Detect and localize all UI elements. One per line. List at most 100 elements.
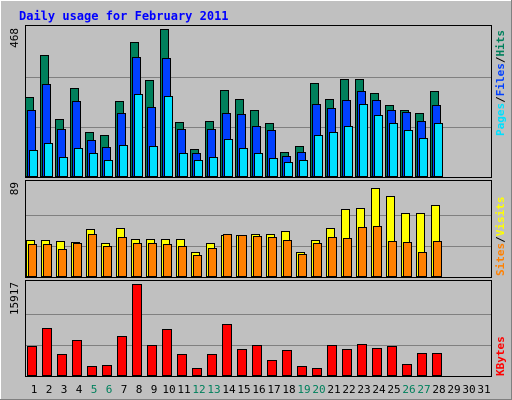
bar-sites-day-27 xyxy=(418,252,427,277)
bar-kbytes-day-7 xyxy=(117,336,127,376)
bar-kbytes-day-22 xyxy=(342,349,352,376)
x-label-day-21: 21 xyxy=(327,383,340,396)
bar-sites-day-26 xyxy=(403,242,412,277)
legend-visits: Visits xyxy=(494,197,507,237)
bar-kbytes-day-19 xyxy=(297,366,307,376)
bar-kbytes-day-12 xyxy=(192,368,202,376)
bar-sites-day-14 xyxy=(223,234,232,277)
bar-pages-day-11 xyxy=(179,153,188,177)
x-axis-labels: 1 2 3 4 5 6 7 8 9 10 11 12 13 14 15 16 17 18 19 20 21 22 23 24 2… xyxy=(31,383,491,396)
bar-kbytes-day-11 xyxy=(177,354,187,376)
bar-pages-day-13 xyxy=(209,157,218,177)
bar-sites-day-12 xyxy=(193,255,202,277)
bar-sites-day-8 xyxy=(133,243,142,277)
bar-pages-day-1 xyxy=(29,150,38,177)
bar-sites-day-6 xyxy=(103,246,112,277)
x-label-day-22: 22 xyxy=(342,383,355,396)
bar-sites-day-13 xyxy=(208,248,217,277)
visits-ymax-label: 89 xyxy=(8,182,21,195)
bar-pages-day-15 xyxy=(239,148,248,177)
bar-sites-day-2 xyxy=(43,244,52,277)
x-label-day-31: 31 xyxy=(477,383,490,396)
x-label-day-19: 19 xyxy=(297,383,310,396)
legend-pages: Pages xyxy=(494,103,507,136)
bar-kbytes-day-15 xyxy=(237,349,247,376)
x-label-day-7: 7 xyxy=(121,383,128,396)
bar-kbytes-day-20 xyxy=(312,368,322,376)
bar-pages-day-22 xyxy=(344,126,353,177)
kbytes-ymax-label: 15917 xyxy=(8,282,21,315)
x-label-day-25: 25 xyxy=(387,383,400,396)
bar-sites-day-23 xyxy=(358,227,367,277)
x-label-day-6: 6 xyxy=(106,383,113,396)
bar-pages-day-10 xyxy=(164,96,173,177)
bar-pages-day-3 xyxy=(59,157,68,177)
x-label-day-10: 10 xyxy=(162,383,175,396)
x-label-day-11: 11 xyxy=(177,383,190,396)
x-label-day-4: 4 xyxy=(76,383,83,396)
bar-kbytes-day-17 xyxy=(267,360,277,376)
bar-kbytes-day-28 xyxy=(432,353,442,376)
x-label-day-2: 2 xyxy=(46,383,53,396)
x-label-day-16: 16 xyxy=(252,383,265,396)
bar-sites-day-22 xyxy=(343,238,352,277)
bar-pages-day-24 xyxy=(374,115,383,177)
x-label-day-28: 28 xyxy=(432,383,445,396)
bar-sites-day-15 xyxy=(238,235,247,277)
bar-sites-day-19 xyxy=(298,254,307,277)
bar-kbytes-day-4 xyxy=(72,340,82,376)
bar-pages-day-18 xyxy=(284,162,293,177)
legend-sep-3: / xyxy=(494,236,507,243)
x-label-day-1: 1 xyxy=(31,383,38,396)
x-label-day-5: 5 xyxy=(91,383,98,396)
bar-pages-day-16 xyxy=(254,153,263,177)
bar-pages-day-5 xyxy=(89,153,98,177)
x-label-day-3: 3 xyxy=(61,383,68,396)
bar-sites-day-9 xyxy=(148,243,157,277)
x-label-day-15: 15 xyxy=(237,383,250,396)
x-label-day-17: 17 xyxy=(267,383,280,396)
bar-kbytes-day-23 xyxy=(357,344,367,376)
bar-pages-day-26 xyxy=(404,130,413,177)
legend-hits-files-pages: Pages/Files/Hits xyxy=(494,30,507,136)
bar-sites-day-17 xyxy=(268,237,277,277)
hits-ymax-label: 468 xyxy=(8,28,21,48)
bar-pages-day-6 xyxy=(104,160,113,177)
bar-pages-day-14 xyxy=(224,139,233,177)
bar-kbytes-day-16 xyxy=(252,345,262,376)
legend-sep-2: / xyxy=(494,56,507,63)
bar-kbytes-day-1 xyxy=(27,346,37,376)
bar-kbytes-day-18 xyxy=(282,350,292,376)
bars-layer xyxy=(25,29,443,376)
bar-pages-day-9 xyxy=(149,146,158,177)
bar-sites-day-28 xyxy=(433,241,442,277)
x-label-day-27: 27 xyxy=(417,383,430,396)
bar-pages-day-25 xyxy=(389,123,398,177)
bar-sites-day-4 xyxy=(73,243,82,277)
bar-pages-day-4 xyxy=(74,148,83,177)
legend-visits-sites: Sites/Visits xyxy=(494,197,507,277)
bar-pages-day-2 xyxy=(44,143,53,177)
legend-sites: Sites xyxy=(494,243,507,276)
bar-pages-day-19 xyxy=(299,160,308,177)
x-label-day-20: 20 xyxy=(312,383,325,396)
bar-sites-day-20 xyxy=(313,243,322,277)
bar-kbytes-day-6 xyxy=(102,365,112,376)
bar-sites-day-5 xyxy=(88,234,97,277)
bar-pages-day-17 xyxy=(269,158,278,177)
bar-sites-day-7 xyxy=(118,237,127,277)
bar-kbytes-day-2 xyxy=(42,328,52,376)
bar-sites-day-3 xyxy=(58,249,67,277)
bar-pages-day-8 xyxy=(134,94,143,177)
x-label-day-30: 30 xyxy=(462,383,475,396)
bar-kbytes-day-9 xyxy=(147,345,157,376)
x-label-day-14: 14 xyxy=(222,383,236,396)
x-label-day-24: 24 xyxy=(372,383,386,396)
bar-pages-day-12 xyxy=(194,160,203,177)
bar-sites-day-10 xyxy=(163,244,172,277)
x-label-day-29: 29 xyxy=(447,383,460,396)
bar-kbytes-day-14 xyxy=(222,324,232,376)
x-label-day-9: 9 xyxy=(151,383,158,396)
bar-kbytes-day-5 xyxy=(87,366,97,376)
